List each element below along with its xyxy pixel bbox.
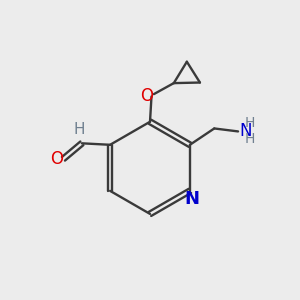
Text: H: H — [244, 132, 254, 146]
Text: O: O — [50, 150, 63, 168]
Text: H: H — [244, 116, 254, 130]
Text: H: H — [73, 122, 85, 136]
Text: N: N — [239, 122, 251, 140]
Text: O: O — [140, 87, 153, 105]
Text: N: N — [184, 190, 199, 208]
